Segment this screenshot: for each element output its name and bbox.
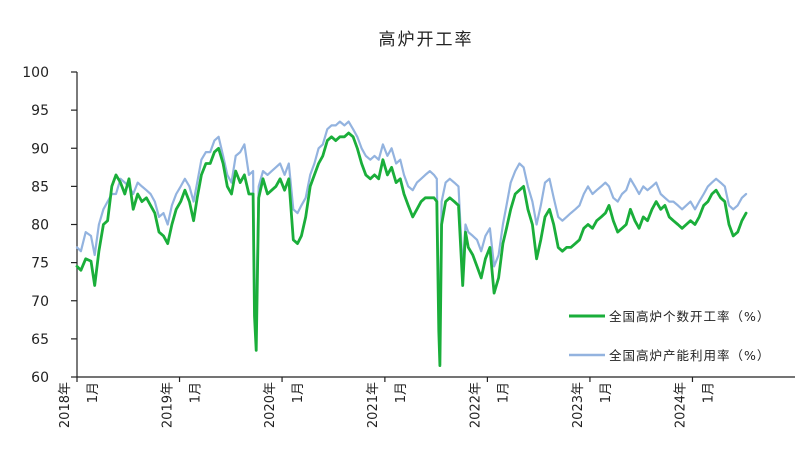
- x-tick-year-label: 2021年: [366, 382, 381, 428]
- y-tick-label: 75: [31, 256, 49, 272]
- x-tick-year-label: 2020年: [263, 382, 278, 428]
- x-tick-month-label: 1月: [496, 382, 511, 403]
- x-tick-year-label: 2024年: [673, 382, 688, 428]
- y-tick-label: 85: [31, 179, 49, 195]
- x-tick-month-label: 1月: [291, 382, 306, 403]
- legend-label: 全国高炉产能利用率（%）: [609, 348, 770, 363]
- x-tick-month-label: 1月: [599, 382, 614, 403]
- y-tick-label: 65: [31, 332, 49, 348]
- y-axis: 60 65 70 75 80 85 90 95 100: [22, 65, 78, 386]
- y-tick-label: 95: [31, 103, 49, 119]
- x-tick-month-label: 1月: [394, 382, 409, 403]
- x-axis: 2018年 1月 2019年 1月 2020年 1月 2021年 1月 2022年 1月 2023年…: [58, 376, 795, 428]
- y-tick-label: 100: [22, 65, 49, 81]
- x-tick-month-label: 1月: [701, 382, 716, 403]
- series-layer: [75, 120, 748, 367]
- x-tick-year-label: 2022年: [468, 382, 483, 428]
- x-tick-month-label: 1月: [86, 382, 101, 403]
- y-tick-label: 70: [31, 294, 49, 310]
- x-tick-year-label: 2019年: [161, 382, 176, 428]
- legend: 全国高炉个数开工率（%） 全国高炉产能利用率（%）: [569, 309, 770, 363]
- series-line-capacity-utilization-rate: [75, 120, 748, 333]
- x-tick-month-label: 1月: [189, 382, 204, 403]
- y-tick-label: 60: [31, 370, 49, 386]
- x-tick-year-label: 2018年: [58, 382, 73, 428]
- legend-label: 全国高炉个数开工率（%）: [609, 309, 770, 324]
- y-tick-label: 90: [31, 141, 49, 157]
- chart-title: 高炉开工率: [379, 30, 474, 50]
- y-tick-label: 80: [31, 218, 49, 234]
- series-line-blast-furnace-count-rate: [75, 131, 748, 367]
- x-tick-year-label: 2023年: [571, 382, 586, 428]
